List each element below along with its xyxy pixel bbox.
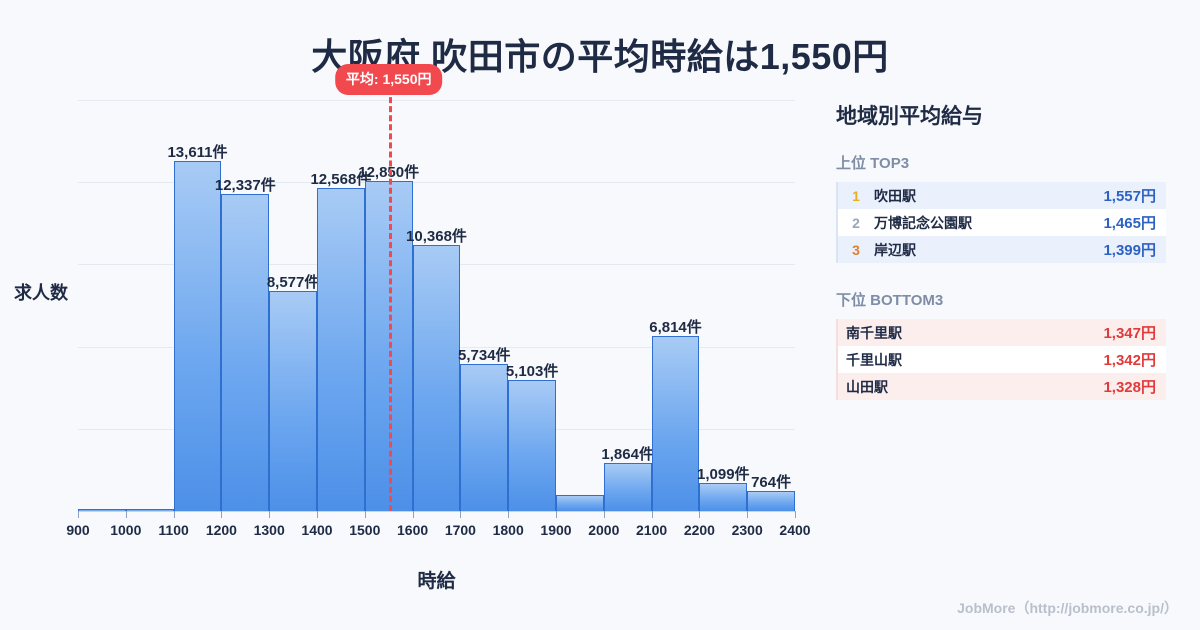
bar-value-label: 1,864件 bbox=[601, 446, 654, 464]
histogram-bar bbox=[556, 495, 604, 511]
x-tick bbox=[556, 511, 557, 518]
histogram-bar bbox=[508, 379, 556, 511]
x-tick bbox=[795, 511, 796, 518]
gridline bbox=[78, 100, 795, 101]
station-name: 岸辺駅 bbox=[874, 241, 916, 258]
x-tick-label: 1000 bbox=[110, 522, 142, 538]
footer-watermark: JobMore（http://jobmore.co.jp/） bbox=[957, 600, 1178, 616]
x-tick-label: 1100 bbox=[158, 522, 189, 538]
x-tick bbox=[364, 511, 366, 518]
station-wage: 1,399円 bbox=[1103, 242, 1156, 259]
histogram-bar bbox=[125, 509, 174, 511]
bar-value-label: 764件 bbox=[751, 474, 792, 492]
histogram-bar bbox=[699, 482, 748, 511]
histogram-bar bbox=[317, 188, 365, 511]
station-wage: 1,342円 bbox=[1103, 352, 1156, 369]
top3-row[interactable]: 2 万博記念公園駅 1,465円 bbox=[836, 209, 1166, 236]
x-tick bbox=[412, 511, 414, 518]
bar-value-label: 12,337件 bbox=[214, 177, 276, 195]
histogram-bar bbox=[221, 194, 270, 511]
x-tick-label: 2300 bbox=[731, 522, 763, 538]
bottom3-row[interactable]: 山田駅 1,328円 bbox=[836, 373, 1166, 400]
x-tick bbox=[651, 511, 653, 518]
histogram-bar bbox=[651, 335, 700, 511]
station-name: 山田駅 bbox=[846, 378, 888, 395]
histogram-bar bbox=[460, 363, 509, 511]
histogram-bar bbox=[747, 491, 795, 511]
x-tick-label: 1900 bbox=[540, 522, 572, 538]
x-tick bbox=[269, 511, 271, 518]
histogram-bar bbox=[412, 244, 461, 511]
x-tick-label: 900 bbox=[66, 522, 90, 538]
gridline bbox=[78, 182, 795, 184]
x-tick bbox=[317, 511, 318, 518]
histogram-chart: 求人数 13,611件 12,337件 8,577件 12,568件 12,850件 10… bbox=[14, 64, 811, 592]
region-salary-sidebar: 地域別平均給与 上位 TOP3 1 吹田駅 1,557円 2 万博記念公園駅 1,465円… bbox=[836, 100, 1166, 426]
x-tick bbox=[508, 511, 510, 518]
station-name: 千里山駅 bbox=[846, 351, 902, 368]
x-tick-label: 1400 bbox=[301, 522, 333, 538]
station-wage: 1,328円 bbox=[1103, 379, 1156, 396]
x-tick-label: 1700 bbox=[444, 522, 476, 538]
x-tick bbox=[221, 511, 223, 518]
x-tick-label: 1500 bbox=[349, 522, 381, 538]
station-name: 万博記念公園駅 bbox=[874, 214, 972, 231]
average-badge: 平均: 1,550円 bbox=[334, 64, 443, 95]
rank-number: 2 bbox=[852, 214, 860, 231]
bar-value-label: 12,568件 bbox=[310, 171, 372, 189]
bottom3-row[interactable]: 千里山駅 1,342円 bbox=[836, 346, 1166, 373]
station-wage: 1,557円 bbox=[1103, 188, 1156, 205]
plot-area: 13,611件 12,337件 8,577件 12,568件 12,850件 10,368… bbox=[66, 64, 811, 538]
top3-row[interactable]: 3 岸辺駅 1,399円 bbox=[836, 236, 1166, 263]
bar-value-label: 8,577件 bbox=[266, 273, 320, 291]
bar-series: 13,611件 12,337件 8,577件 12,568件 12,850件 10,368… bbox=[78, 100, 795, 511]
x-tick-label: 2400 bbox=[779, 522, 811, 538]
histogram-bar bbox=[173, 161, 222, 511]
x-tick bbox=[78, 511, 79, 518]
bar-value-label: 10,368件 bbox=[406, 227, 467, 245]
bottom3-row[interactable]: 南千里駅 1,347円 bbox=[836, 319, 1166, 346]
x-tick-label: 2000 bbox=[588, 522, 620, 538]
sidebar-title: 地域別平均給与 bbox=[836, 105, 983, 128]
x-tick bbox=[699, 511, 701, 518]
bottom3-list: 南千里駅 1,347円千里山駅 1,342円山田駅 1,328円 bbox=[836, 319, 1166, 400]
x-tick-label: 1200 bbox=[205, 522, 237, 538]
x-tick bbox=[603, 511, 605, 518]
x-tick-label: 2200 bbox=[683, 522, 715, 538]
y-axis-title: 求人数 bbox=[14, 283, 68, 303]
histogram-bar bbox=[78, 509, 126, 511]
station-wage: 1,347円 bbox=[1103, 325, 1156, 342]
bar-value-label: 1,099件 bbox=[697, 465, 750, 483]
rank-number: 1 bbox=[852, 187, 860, 204]
station-wage: 1,465円 bbox=[1103, 215, 1156, 232]
average-line bbox=[388, 88, 392, 511]
rank-number: 3 bbox=[852, 241, 860, 258]
station-name: 吹田駅 bbox=[874, 187, 916, 204]
bar-value-label: 5,734件 bbox=[458, 346, 511, 364]
x-tick bbox=[747, 511, 749, 518]
x-axis-title: 時給 bbox=[417, 571, 456, 592]
station-name: 南千里駅 bbox=[846, 324, 902, 341]
top3-row[interactable]: 1 吹田駅 1,557円 bbox=[836, 182, 1166, 209]
top3-heading: 上位 TOP3 bbox=[836, 155, 910, 172]
x-tick bbox=[173, 511, 175, 518]
axis-baseline bbox=[78, 511, 795, 512]
bottom3-heading: 下位 BOTTOM3 bbox=[836, 292, 944, 309]
x-tick-label: 1300 bbox=[253, 522, 285, 538]
x-tick bbox=[460, 511, 462, 518]
top3-list: 1 吹田駅 1,557円 2 万博記念公園駅 1,465円 3 岸辺駅 1,399円 bbox=[836, 182, 1166, 263]
bar-value-label: 6,814件 bbox=[649, 318, 702, 336]
x-tick-label: 1600 bbox=[397, 522, 429, 538]
histogram-bar bbox=[603, 463, 652, 511]
histogram-bar bbox=[269, 290, 317, 511]
x-tick bbox=[125, 511, 127, 518]
bar-value-label: 5,103件 bbox=[505, 362, 559, 380]
bar-value-label: 13,611件 bbox=[167, 144, 228, 162]
x-tick-label: 1800 bbox=[492, 522, 524, 538]
x-tick-label: 2100 bbox=[636, 522, 668, 538]
